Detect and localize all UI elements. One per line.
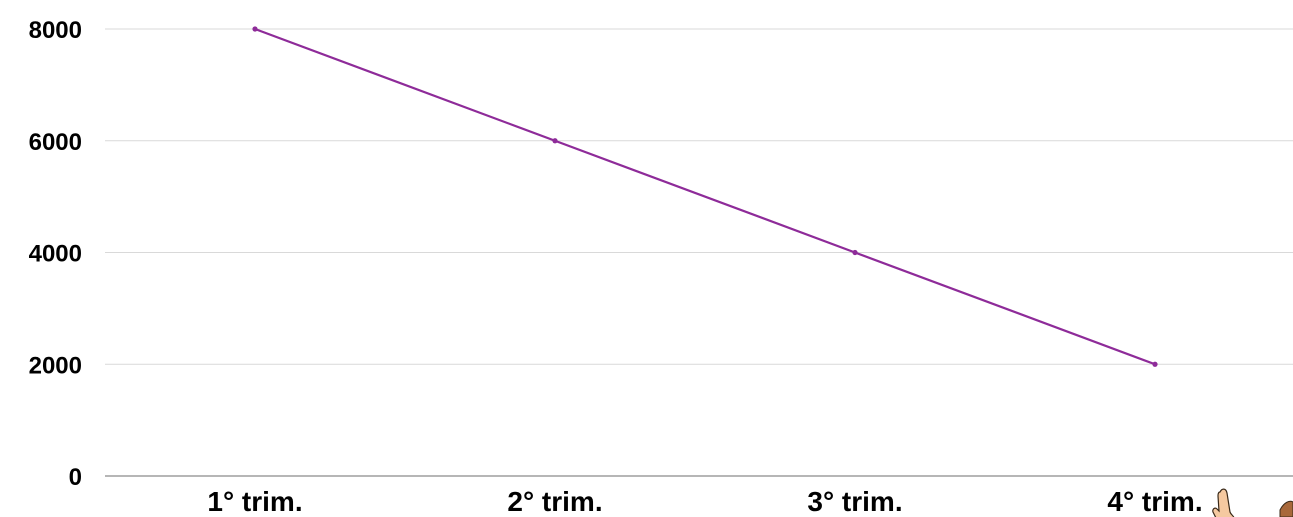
y-tick-label: 4000 — [29, 241, 82, 268]
data-point — [552, 138, 558, 144]
y-tick-label: 0 — [69, 464, 82, 491]
y-tick-label: 2000 — [29, 352, 82, 379]
series-layer — [252, 26, 1158, 367]
pointing-hand-icon — [1279, 500, 1293, 517]
series-line — [254, 27, 1156, 366]
gridlines — [105, 28, 1293, 477]
y-tick-label: 6000 — [29, 129, 82, 156]
y-axis-tick-labels: 0 2000 4000 6000 8000 — [29, 17, 82, 491]
data-point — [1152, 361, 1158, 367]
y-tick-label: 8000 — [29, 17, 82, 44]
x-tick-label: 1° trim. — [207, 486, 302, 517]
x-tick-label: 3° trim. — [807, 486, 902, 517]
pointing-hand-icon — [1212, 488, 1235, 517]
data-point — [252, 26, 258, 32]
data-point — [852, 249, 858, 256]
x-tick-label: 2° trim. — [507, 486, 602, 517]
x-tick-label: 4° trim. — [1107, 486, 1202, 517]
x-axis-tick-labels: 1° trim. 2° trim. 3° trim. 4° trim. — [207, 486, 1202, 517]
